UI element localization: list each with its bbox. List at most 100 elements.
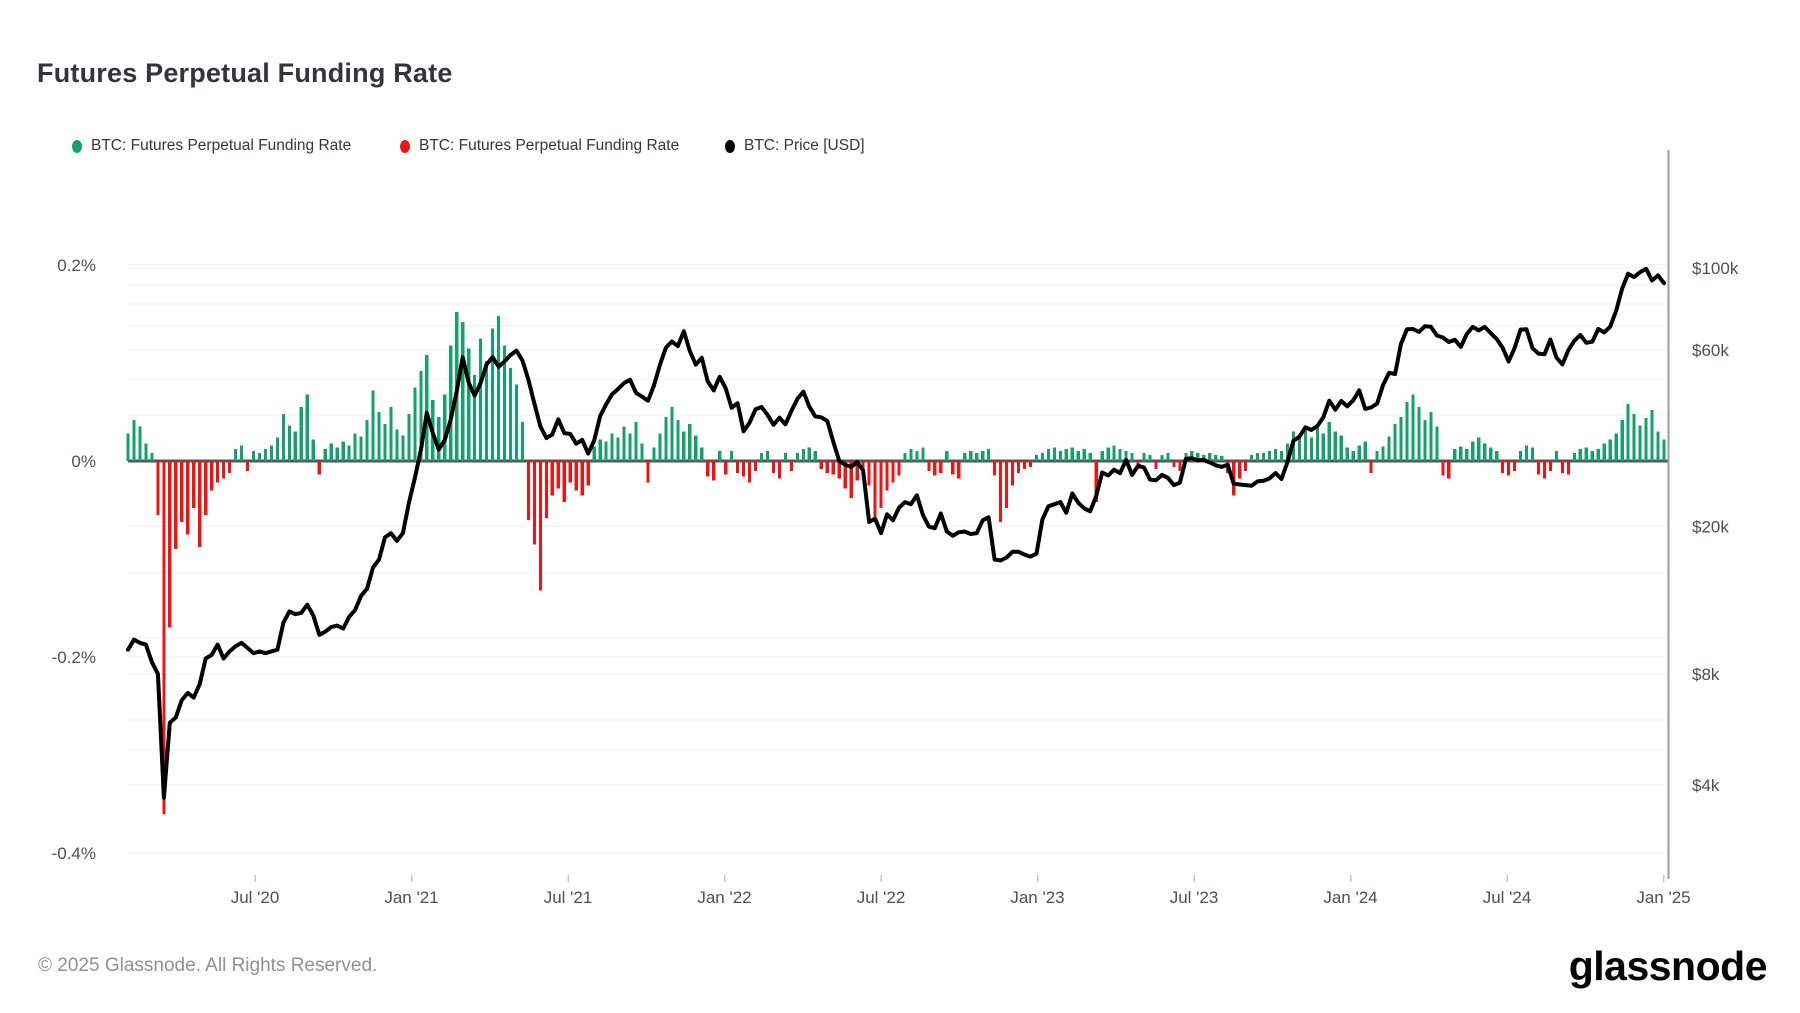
funding-bar [1411, 394, 1415, 461]
funding-bar [479, 338, 483, 461]
funding-bar [383, 423, 387, 461]
x-axis-tick-label: Jan '22 [697, 888, 751, 907]
funding-bar [1112, 445, 1116, 461]
funding-bar [1459, 446, 1463, 461]
funding-bar [234, 449, 238, 461]
funding-bar [1005, 461, 1009, 508]
funding-bar [556, 461, 560, 489]
funding-bar [628, 433, 632, 461]
funding-bar [240, 445, 244, 461]
left-axis-tick-label: 0% [71, 452, 96, 471]
funding-bar [807, 447, 811, 461]
funding-bar [1566, 461, 1570, 475]
funding-bar [831, 461, 835, 475]
funding-bar [407, 414, 411, 461]
funding-bar [1070, 447, 1074, 461]
funding-bar [174, 461, 178, 550]
funding-bar [467, 348, 471, 461]
funding-bar [718, 451, 722, 461]
funding-bar [186, 461, 190, 535]
funding-bar [1309, 437, 1313, 461]
funding-bar [532, 461, 536, 545]
funding-bar [742, 461, 746, 477]
copyright-text: © 2025 Glassnode. All Rights Reserved. [38, 955, 378, 976]
funding-bar [1238, 461, 1242, 479]
funding-bar [305, 394, 309, 461]
funding-bar [1172, 461, 1176, 467]
funding-bar [682, 431, 686, 461]
funding-bar [658, 433, 662, 461]
funding-bar [1471, 441, 1475, 461]
funding-bar [891, 461, 895, 483]
funding-bar [216, 461, 220, 483]
funding-bar [1423, 419, 1427, 461]
funding-bar [765, 451, 770, 461]
funding-bar [508, 367, 513, 461]
funding-bar [1638, 425, 1642, 461]
legend-item-funding-positive[interactable]: BTC: Futures Perpetual Funding Rate [72, 137, 351, 155]
funding-bar [616, 437, 620, 461]
funding-bar [897, 461, 901, 476]
funding-bar [1632, 414, 1636, 461]
funding-bar [969, 451, 973, 461]
funding-bar [162, 461, 166, 814]
funding-bar [933, 461, 937, 476]
funding-bar [1620, 419, 1624, 461]
funding-bar [156, 461, 160, 515]
legend-item-funding-negative[interactable]: BTC: Futures Perpetual Funding Rate [400, 137, 679, 155]
funding-bar [275, 437, 279, 461]
funding-bar [341, 441, 345, 461]
funding-bar [1363, 441, 1367, 461]
funding-bar [945, 451, 949, 461]
funding-bar [867, 461, 871, 486]
legend-item-price[interactable]: BTC: Price [USD] [725, 137, 865, 155]
funding-bar [1160, 455, 1164, 461]
funding-bar [1554, 451, 1558, 461]
funding-bar [1303, 429, 1307, 461]
funding-bar [491, 328, 495, 461]
funding-bar [1590, 451, 1594, 461]
funding-bar [1495, 451, 1499, 461]
funding-bar [485, 361, 489, 461]
funding-bar [1399, 416, 1403, 461]
funding-bar [1453, 449, 1457, 461]
funding-bar [1345, 447, 1349, 461]
funding-bar [1524, 445, 1529, 461]
legend-label: BTC: Futures Perpetual Funding Rate [91, 137, 352, 154]
funding-bar [634, 421, 638, 461]
funding-bar [1046, 449, 1050, 461]
funding-bar [610, 433, 614, 461]
plot-area[interactable] [128, 150, 1668, 875]
funding-bar [987, 449, 991, 461]
funding-bar [1190, 451, 1194, 461]
funding-bar [329, 443, 333, 461]
funding-bar [909, 449, 913, 461]
funding-bar [473, 374, 477, 461]
funding-bar [1148, 455, 1152, 461]
right-axis-tick-label: $100k [1692, 259, 1739, 278]
funding-bar [1022, 461, 1027, 469]
page-title: Futures Perpetual Funding Rate [37, 58, 453, 89]
funding-bar [873, 461, 877, 522]
funding-bar [138, 426, 142, 461]
funding-bar [885, 461, 889, 491]
funding-bar [1429, 412, 1433, 461]
funding-bar [353, 433, 357, 461]
funding-bar [1369, 461, 1373, 473]
funding-bar [837, 461, 841, 479]
funding-bar [957, 461, 961, 479]
x-axis-tick-label: Jul '23 [1170, 888, 1219, 907]
funding-bar [771, 461, 776, 473]
funding-bar [204, 461, 208, 515]
x-axis-tick-label: Jan '23 [1010, 888, 1064, 907]
funding-bar [449, 345, 453, 461]
funding-bar [676, 419, 680, 461]
funding-bar [395, 429, 399, 461]
funding-bar [1076, 451, 1080, 461]
funding-bar [1208, 453, 1212, 461]
funding-bar [1196, 453, 1200, 461]
funding-bar [694, 435, 698, 461]
funding-bar [377, 412, 381, 461]
